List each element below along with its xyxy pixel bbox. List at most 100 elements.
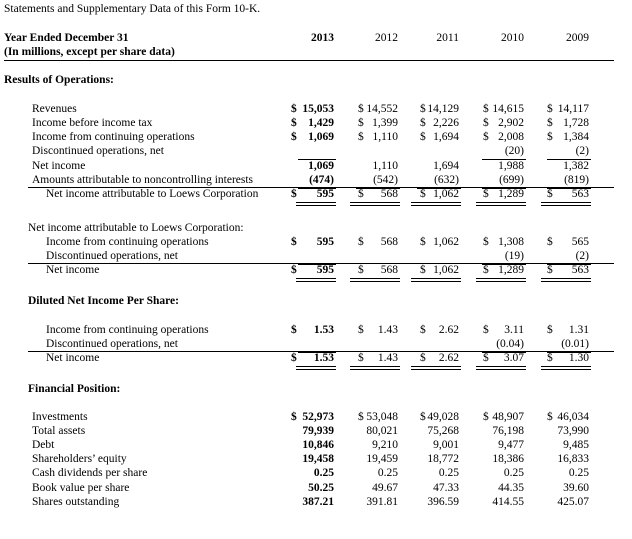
cell-value: 595 — [316, 236, 334, 248]
cell-value: 3.11 — [504, 324, 524, 336]
double-underline-rule — [411, 366, 461, 370]
year-header-2012: 2012 — [375, 32, 398, 44]
dollar-sign: $ — [358, 264, 364, 276]
cell-value: 1,429 — [308, 117, 334, 129]
double-underline-rule — [350, 202, 400, 206]
dollar-sign: $ — [358, 411, 364, 423]
row-label: Total assets — [32, 425, 86, 437]
cell-value: 49.67 — [372, 482, 398, 494]
cell-value: 2,008 — [498, 131, 524, 143]
section-results: Results of Operations: — [4, 74, 114, 86]
cell-value: 16,833 — [557, 453, 589, 465]
row-label: Shareholders’ equity — [32, 453, 127, 465]
cell-value: 46,034 — [557, 411, 589, 423]
section-diluted: Diluted Net Income Per Share: — [28, 295, 179, 307]
dollar-sign: $ — [420, 352, 426, 364]
row-label: Net income — [46, 352, 100, 364]
dollar-sign: $ — [291, 411, 297, 423]
cell-value: 0.25 — [313, 467, 334, 479]
cell-value: 595 — [316, 264, 334, 276]
year-header-2009: 2009 — [566, 32, 589, 44]
cell-value: 391.81 — [366, 496, 398, 508]
cell-value: 52,973 — [302, 411, 334, 423]
year-header-2013: 2013 — [311, 32, 334, 44]
cell-value: 1.31 — [568, 324, 589, 336]
underline-rule — [482, 159, 526, 160]
cell-value: 1,382 — [563, 160, 589, 172]
dollar-sign: $ — [291, 264, 297, 276]
cell-value: 1.30 — [568, 352, 589, 364]
underline-rule — [547, 159, 591, 160]
dollar-sign: $ — [420, 411, 426, 423]
cell-value: 2,226 — [433, 117, 459, 129]
dollar-sign: $ — [358, 352, 364, 364]
cell-value: 1,694 — [433, 131, 459, 143]
cell-value: 1,110 — [372, 131, 398, 143]
cell-value: 1.43 — [377, 352, 398, 364]
cell-value: (2) — [575, 250, 589, 262]
dollar-sign: $ — [547, 264, 553, 276]
cell-value: (20) — [504, 145, 524, 157]
cell-value: 9,001 — [433, 439, 459, 451]
cell-value: (542) — [373, 174, 398, 186]
cell-value: 0.25 — [438, 467, 459, 479]
dollar-sign: $ — [291, 103, 297, 115]
double-underline-rule — [541, 278, 591, 282]
cell-value: (19) — [504, 250, 524, 262]
dollar-sign: $ — [483, 352, 489, 364]
cell-value: 387.21 — [302, 496, 334, 508]
year-header-2010: 2010 — [501, 32, 524, 44]
cell-value: 2.62 — [438, 352, 459, 364]
underline-rule — [298, 159, 336, 160]
underline-rule — [482, 264, 526, 265]
row-label: Book value per share — [32, 482, 130, 494]
table-title: Year Ended December 31 — [4, 32, 129, 44]
cell-value: 14,615 — [492, 103, 524, 115]
underline-rule — [547, 352, 591, 353]
dollar-sign: $ — [420, 117, 426, 129]
dollar-sign: $ — [358, 324, 364, 336]
cell-value: 75,268 — [427, 425, 459, 437]
row-rule — [28, 187, 614, 188]
dollar-sign: $ — [291, 324, 297, 336]
cell-value: 47.33 — [433, 482, 459, 494]
row-label: Income from continuing operations — [46, 324, 209, 336]
cell-value: 1,289 — [498, 264, 524, 276]
double-underline-rule — [350, 366, 400, 370]
row-rule — [28, 263, 614, 264]
page-intro: Statements and Supplementary Data of thi… — [4, 3, 261, 15]
dollar-sign: $ — [358, 103, 364, 115]
section-ni-attr: Net income attributable to Loews Corpora… — [28, 222, 244, 234]
cell-value: 76,198 — [492, 425, 524, 437]
cell-value: 1,988 — [498, 160, 524, 172]
cell-value: 3.07 — [503, 352, 524, 364]
cell-value: 18,772 — [427, 453, 459, 465]
underline-rule — [417, 188, 461, 189]
cell-value: (632) — [434, 174, 459, 186]
cell-value: 14,552 — [366, 103, 398, 115]
cell-value: 14,129 — [427, 103, 459, 115]
double-underline-rule — [476, 202, 526, 206]
dollar-sign: $ — [547, 352, 553, 364]
underline-rule — [356, 188, 400, 189]
dollar-sign: $ — [420, 131, 426, 143]
cell-value: (0.04) — [496, 338, 524, 350]
dollar-sign: $ — [420, 264, 426, 276]
cell-value: 2.62 — [438, 324, 459, 336]
underline-rule — [547, 264, 591, 265]
double-underline-rule — [411, 278, 461, 282]
cell-value: 0.25 — [377, 467, 398, 479]
dollar-sign: $ — [483, 131, 489, 143]
dollar-sign: $ — [483, 188, 489, 200]
cell-value: 1,110 — [372, 160, 398, 172]
cell-value: 1,062 — [433, 264, 459, 276]
row-label: Net income — [32, 160, 86, 172]
row-label: Income from continuing operations — [46, 236, 209, 248]
dollar-sign: $ — [358, 236, 364, 248]
dollar-sign: $ — [483, 236, 489, 248]
dollar-sign: $ — [420, 188, 426, 200]
cell-value: 1.53 — [313, 324, 334, 336]
cell-value: 18,386 — [492, 453, 524, 465]
cell-value: 44.35 — [498, 482, 524, 494]
dollar-sign: $ — [291, 188, 297, 200]
